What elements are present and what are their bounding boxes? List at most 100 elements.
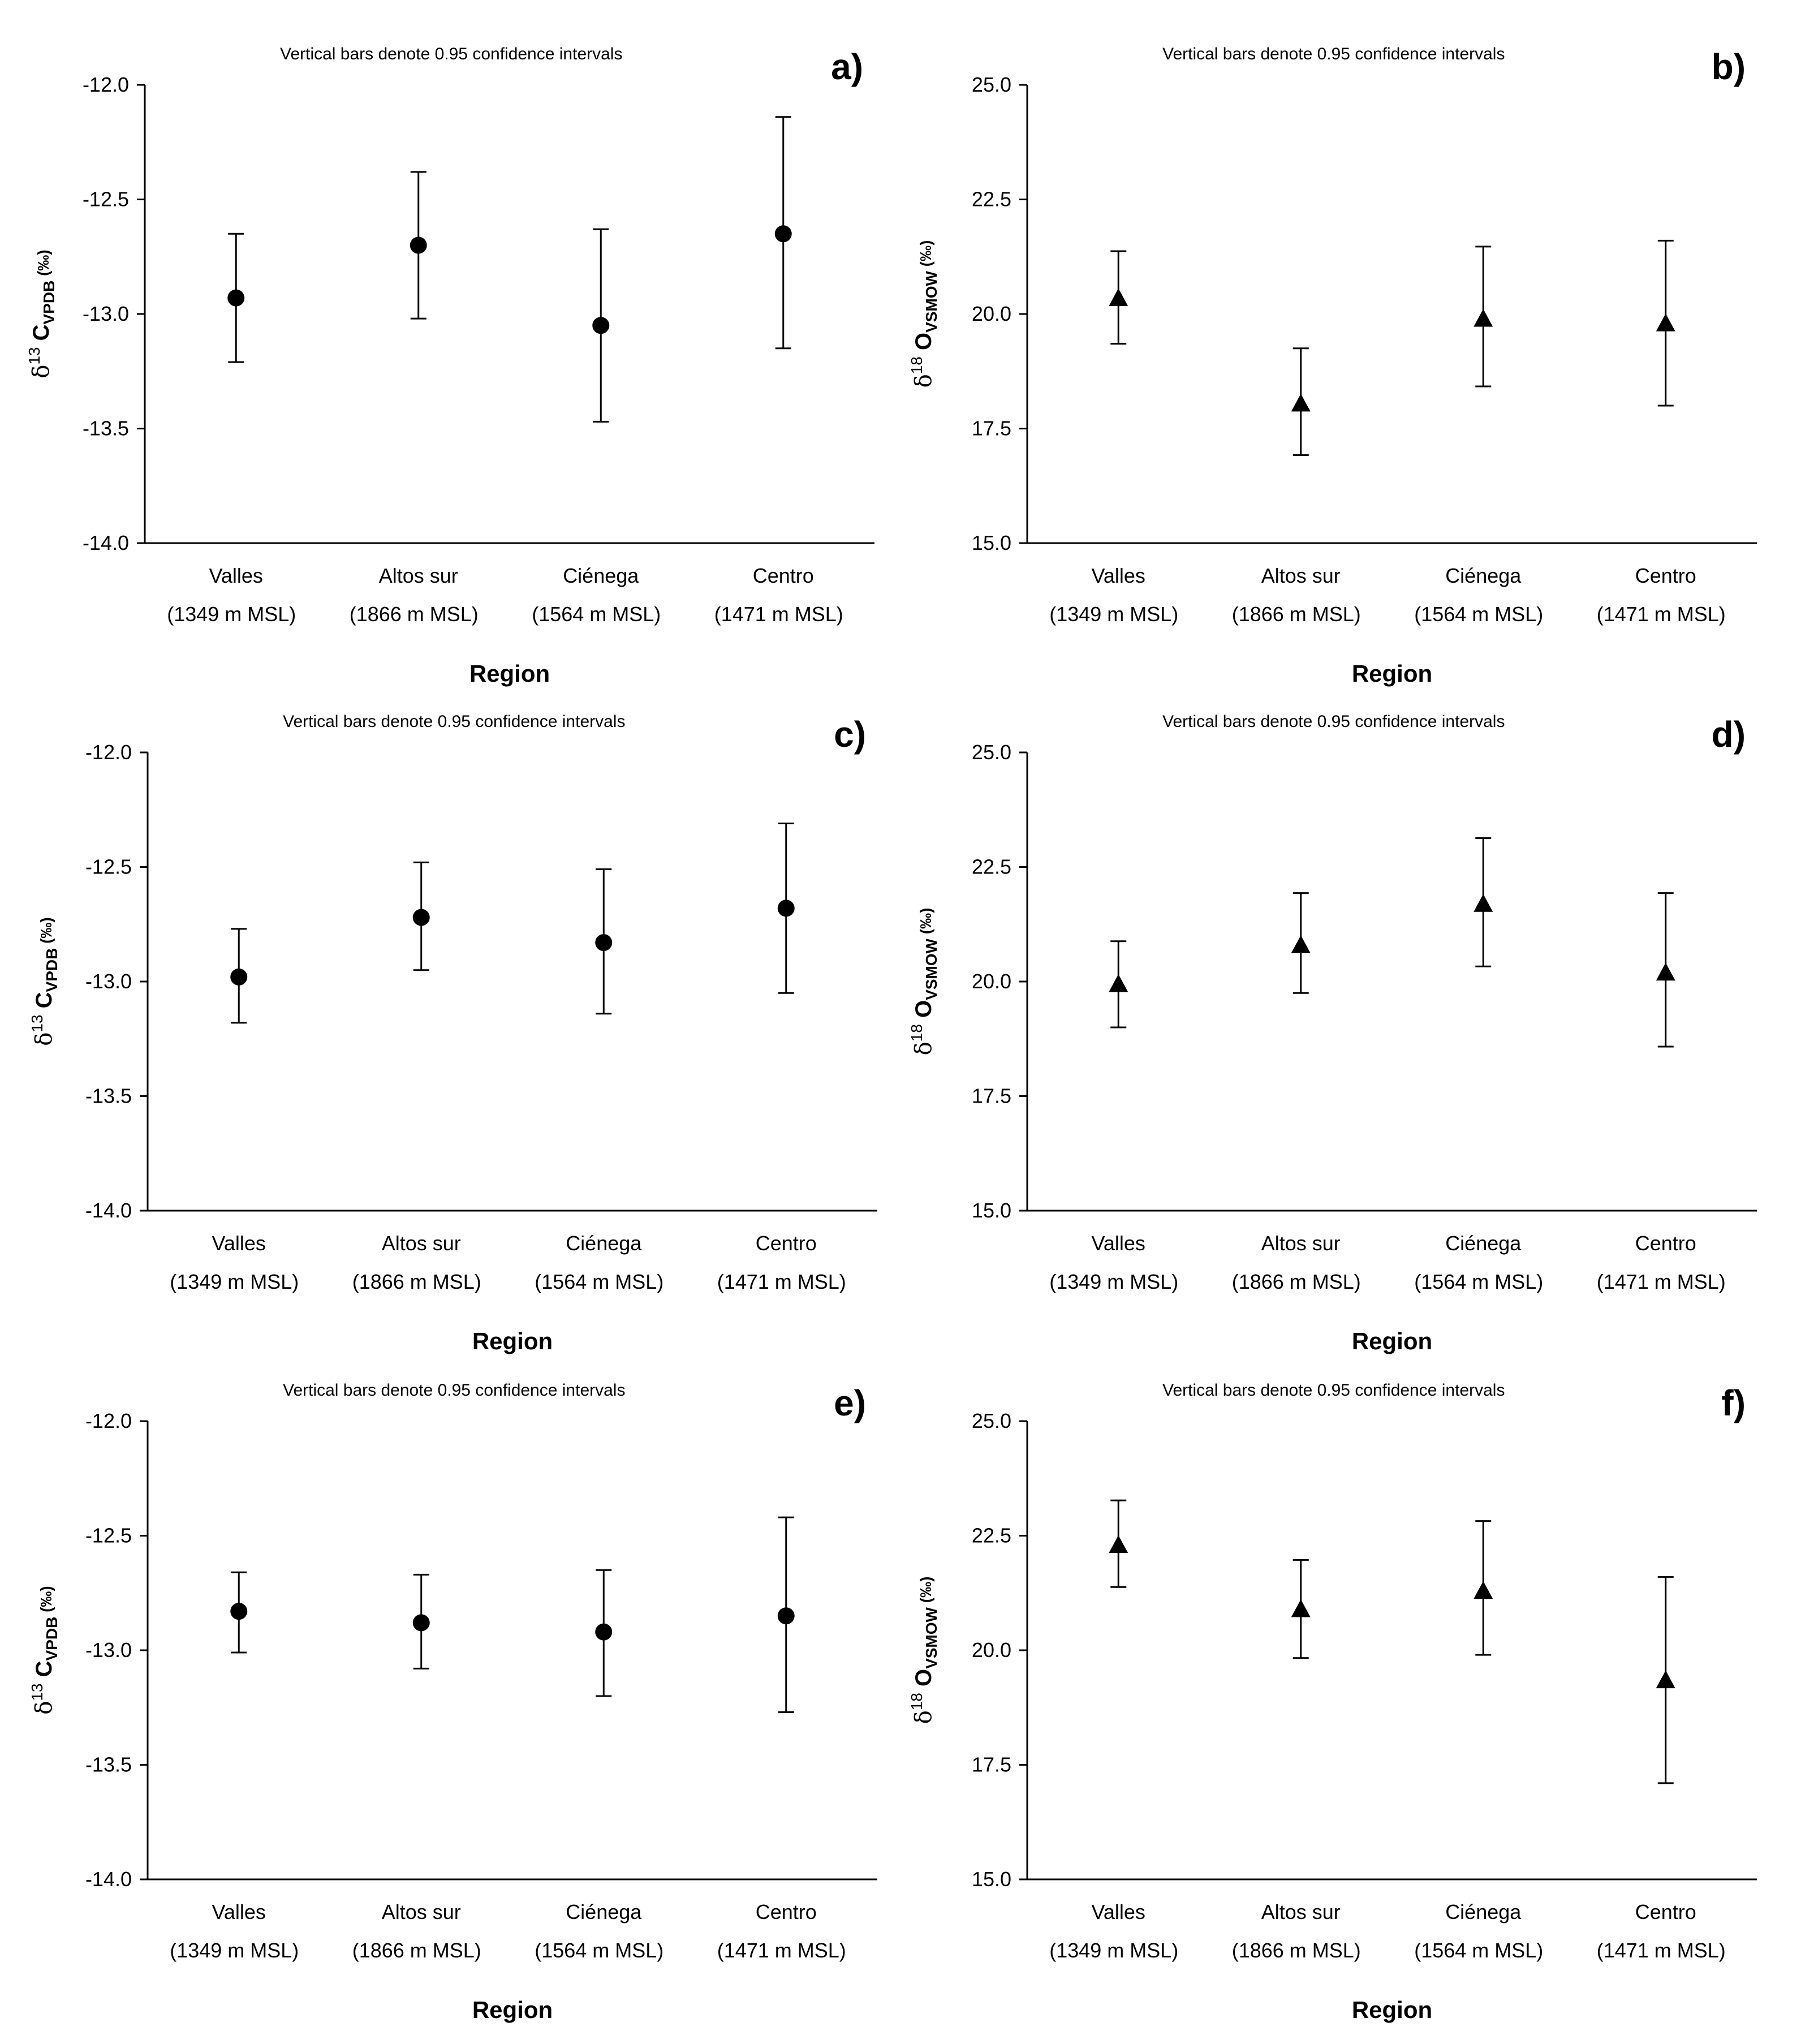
panel-letter: c) <box>834 714 866 755</box>
y-axis-label: δ13 CVPDB (‰) <box>28 917 61 1045</box>
x-category-elevation: (1349 m MSL) <box>1049 1939 1178 1962</box>
y-tick-label: 17.5 <box>972 1753 1011 1776</box>
y-label-isotope: 18 <box>908 356 925 374</box>
chart-panel-f: Vertical bars denote 0.95 confidence int… <box>908 1381 1757 2023</box>
y-label-unit: (‰) <box>917 908 934 939</box>
data-point-mean <box>1291 935 1311 953</box>
x-category-label: Centro <box>1635 1900 1696 1923</box>
x-category-elevation: (1866 m MSL) <box>350 603 479 626</box>
y-tick-label: -13.0 <box>83 302 129 325</box>
y-label-unit: (‰) <box>37 1586 55 1616</box>
y-tick-label: -12.5 <box>83 188 129 211</box>
panel-letter: a) <box>831 46 863 87</box>
x-category-label: Altos sur <box>379 564 458 587</box>
y-tick-label: 22.5 <box>972 1524 1011 1547</box>
y-tick-label: -12.5 <box>85 1524 132 1547</box>
x-category-elevation: (1866 m MSL) <box>1232 603 1361 626</box>
x-axis-label: Region <box>1352 1996 1432 2023</box>
x-category-elevation: (1866 m MSL) <box>352 1939 481 1962</box>
y-axis-label: δ13 CVPDB (‰) <box>28 1586 61 1714</box>
x-category-label: Valles <box>209 564 263 587</box>
y-tick-label: -14.0 <box>85 1867 132 1891</box>
panel-letter: f) <box>1721 1383 1746 1423</box>
y-tick-label: 25.0 <box>972 1409 1011 1432</box>
x-category-label: Valles <box>1092 564 1145 587</box>
y-tick-label: -12.0 <box>85 741 132 764</box>
y-tick-label: 20.0 <box>972 970 1011 993</box>
y-tick-label: -13.5 <box>83 417 129 440</box>
y-axis-label: δ18 OVSMOW (‰) <box>908 1577 940 1724</box>
y-label-unit: (‰) <box>35 249 52 280</box>
y-tick-label: -12.0 <box>85 1409 132 1432</box>
x-category-label: Centro <box>1635 564 1696 587</box>
data-point-mean <box>595 934 613 952</box>
data-point-mean <box>230 968 248 986</box>
data-point-mean <box>1656 1670 1675 1689</box>
x-category-elevation: (1349 m MSL) <box>170 1270 299 1293</box>
y-label-element: O <box>911 1669 936 1693</box>
y-axis-label: δ13 CVPDB (‰) <box>25 249 58 378</box>
x-axis-label: Region <box>472 1328 553 1354</box>
y-tick-label: 25.0 <box>972 741 1011 764</box>
y-label-isotope: 13 <box>25 347 43 364</box>
x-category-label: Ciénega <box>1445 1232 1522 1255</box>
panel-letter: b) <box>1712 46 1746 87</box>
y-label-delta: δ <box>28 365 54 378</box>
x-category-elevation: (1349 m MSL) <box>1049 603 1178 626</box>
x-category-label: Centro <box>756 1900 817 1923</box>
chart-panel-b: Vertical bars denote 0.95 confidence int… <box>908 45 1757 687</box>
data-point-mean <box>412 1614 430 1632</box>
y-tick-label: -14.0 <box>85 1199 132 1222</box>
y-label-delta: δ <box>911 1042 937 1055</box>
y-label-unit: (‰) <box>917 240 934 271</box>
data-point-mean <box>1291 393 1311 412</box>
x-category-elevation: (1471 m MSL) <box>714 603 843 626</box>
y-tick-label: 20.0 <box>972 1638 1011 1662</box>
y-label-element: O <box>911 1000 936 1024</box>
data-point-mean <box>595 1623 613 1641</box>
chart-panel-d: Vertical bars denote 0.95 confidence int… <box>908 712 1757 1354</box>
y-label-isotope: 18 <box>908 1024 925 1042</box>
confidence-note: Vertical bars denote 0.95 confidence int… <box>283 1381 625 1400</box>
y-tick-label: -14.0 <box>83 531 129 554</box>
data-point-mean <box>777 1607 795 1625</box>
x-category-elevation: (1564 m MSL) <box>1414 603 1543 626</box>
y-label-element: O <box>911 333 936 356</box>
x-category-label: Valles <box>1092 1900 1145 1923</box>
x-category-elevation: (1564 m MSL) <box>1414 1270 1543 1293</box>
x-category-elevation: (1471 m MSL) <box>1597 1939 1726 1962</box>
chart-panel-c: Vertical bars denote 0.95 confidence int… <box>28 712 877 1354</box>
data-point-mean <box>774 225 792 243</box>
data-point-mean <box>1109 1535 1128 1554</box>
x-category-label: Ciénega <box>566 1900 642 1923</box>
y-label-standard: VPDB <box>43 1617 61 1661</box>
y-tick-label: 22.5 <box>972 188 1011 211</box>
panel-letter: d) <box>1712 714 1746 755</box>
data-point-mean <box>1473 309 1493 327</box>
x-category-label: Altos sur <box>1261 564 1341 587</box>
y-label-element: C <box>32 992 57 1014</box>
x-category-elevation: (1564 m MSL) <box>535 1270 663 1293</box>
x-category-elevation: (1471 m MSL) <box>1597 1270 1726 1293</box>
confidence-note: Vertical bars denote 0.95 confidence int… <box>1162 712 1505 731</box>
x-category-label: Ciénega <box>1445 564 1522 587</box>
data-point-mean <box>1109 974 1128 992</box>
x-category-elevation: (1564 m MSL) <box>535 1939 663 1962</box>
confidence-note: Vertical bars denote 0.95 confidence int… <box>1162 1381 1505 1400</box>
data-point-mean <box>410 236 427 254</box>
y-label-delta: δ <box>911 1710 937 1724</box>
confidence-note: Vertical bars denote 0.95 confidence int… <box>283 712 625 731</box>
y-tick-label: -13.5 <box>85 1085 132 1108</box>
y-tick-label: -13.5 <box>85 1753 132 1776</box>
y-tick-label: -12.0 <box>83 73 129 96</box>
x-category-elevation: (1349 m MSL) <box>1049 1270 1178 1293</box>
x-category-elevation: (1564 m MSL) <box>532 603 661 626</box>
y-label-standard: VSMOW <box>923 1607 940 1668</box>
y-tick-label: -12.5 <box>85 855 132 879</box>
data-point-mean <box>1473 1581 1493 1599</box>
x-category-label: Altos sur <box>1261 1900 1341 1923</box>
data-point-mean <box>1109 288 1128 307</box>
y-axis-label: δ18 OVSMOW (‰) <box>908 908 940 1056</box>
y-label-isotope: 18 <box>908 1693 925 1710</box>
x-category-label: Centro <box>1635 1232 1696 1255</box>
